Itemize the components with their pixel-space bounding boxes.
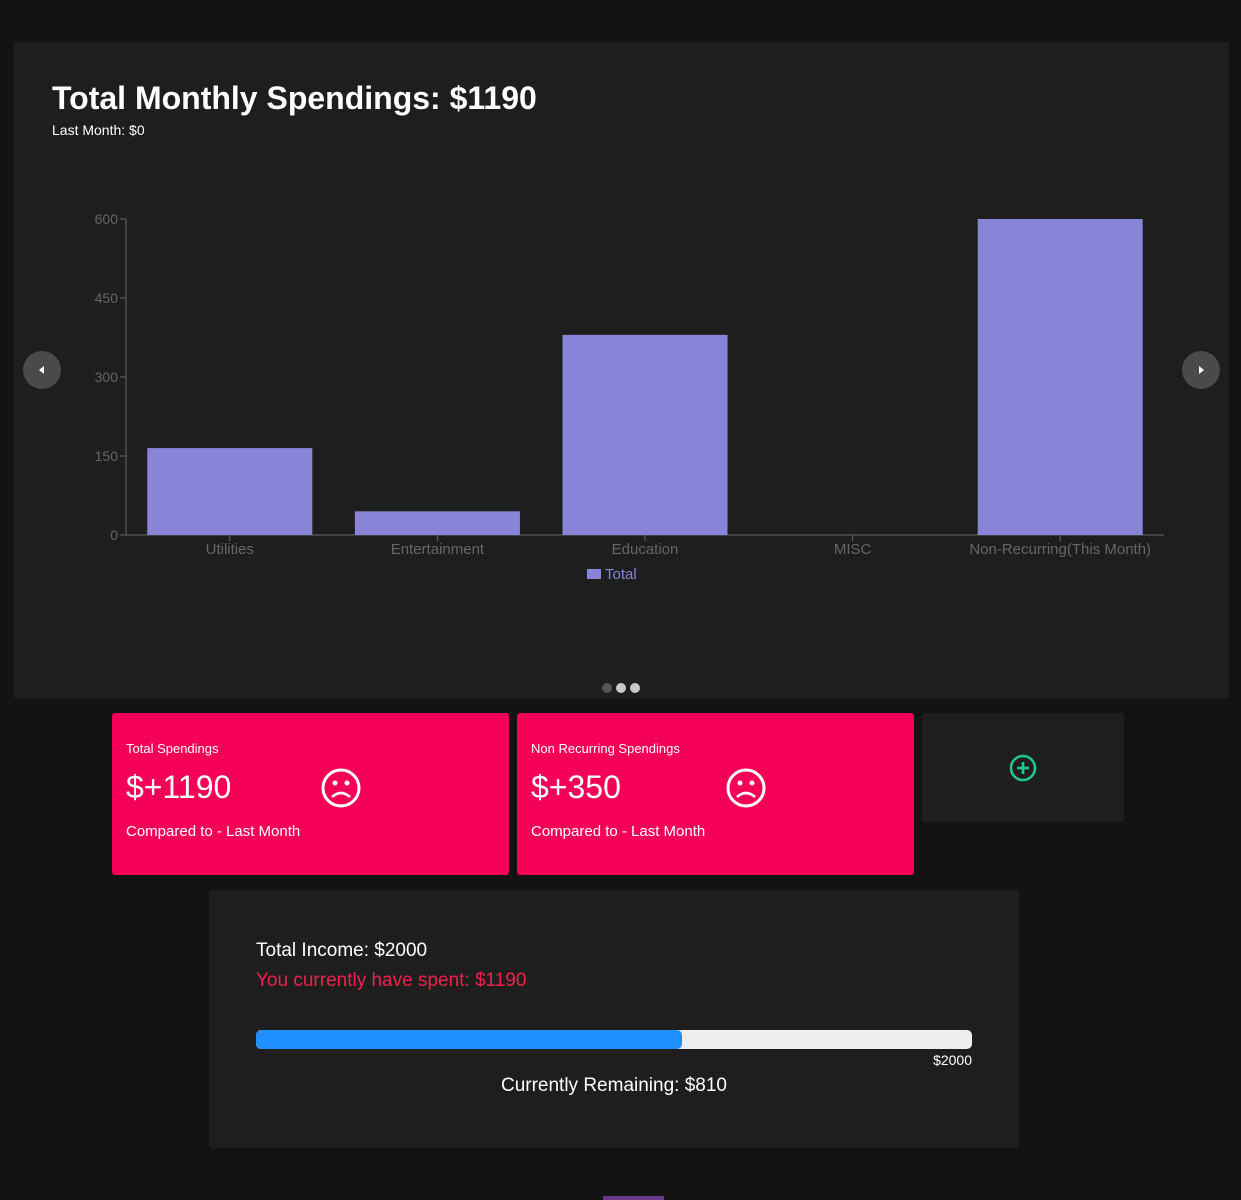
card-compare-text: Compared to - Last Month <box>126 823 301 840</box>
add-card-button[interactable] <box>922 713 1124 822</box>
chevron-right-icon <box>1199 366 1204 374</box>
spendings-bar-chart: 0 150 300 450 600 Utilities Entertainment Educa… <box>95 211 1164 583</box>
y-tick-label: 600 <box>95 211 119 227</box>
legend-label: Total <box>605 566 637 583</box>
carousel-prev-button[interactable] <box>23 351 61 389</box>
card-label: Non Recurring Spendings <box>531 741 680 756</box>
bar-utilities <box>147 448 313 535</box>
card-value: $+1190 <box>126 769 232 805</box>
sad-face-icon <box>321 768 361 808</box>
total-spendings-card: Total Spendings $+1190 Compared to - Las… <box>112 713 509 875</box>
carousel-dots <box>602 683 640 693</box>
x-tick-label: Non-Recurring(This Month) <box>969 541 1151 558</box>
carousel-next-button[interactable] <box>1182 351 1220 389</box>
spending-progress-bar <box>256 1030 972 1049</box>
card-label: Total Spendings <box>126 741 219 756</box>
y-tick-label: 150 <box>95 448 119 464</box>
x-tick-label: Entertainment <box>391 541 485 558</box>
y-tick-label: 0 <box>110 527 118 543</box>
chart-subtitle: Last Month: $0 <box>52 122 145 138</box>
carousel-dot-2[interactable] <box>616 683 626 693</box>
legend-swatch <box>587 569 601 579</box>
spendings-carousel: Total Monthly Spendings: $1190 Last Mont… <box>14 42 1229 698</box>
x-tick-label: Utilities <box>206 541 254 558</box>
spending-progress-fill <box>256 1030 683 1049</box>
income-panel: Total Income: $2000 You currently have s… <box>209 890 1019 1148</box>
bottom-tab-indicator <box>603 1196 664 1200</box>
x-tick-label: MISC <box>834 541 872 558</box>
y-tick-label: 300 <box>95 369 119 385</box>
total-income-text: Total Income: $2000 <box>256 940 428 961</box>
bar-education <box>562 334 728 535</box>
spent-text: You currently have spent: $1190 <box>256 970 527 991</box>
bar-entertainment <box>354 511 520 535</box>
carousel-dot-3[interactable] <box>630 683 640 693</box>
carousel-dot-1[interactable] <box>602 683 612 693</box>
remaining-text: Currently Remaining: $810 <box>500 1075 727 1096</box>
y-tick-label: 450 <box>95 290 119 306</box>
chevron-left-icon <box>39 366 44 374</box>
non-recurring-spendings-card: Non Recurring Spendings $+350 Compared t… <box>517 713 914 875</box>
add-circle-icon <box>1009 754 1037 781</box>
sad-face-icon <box>726 768 766 808</box>
bar-non-recurring-this-month <box>977 219 1143 535</box>
card-value: $+350 <box>531 769 621 805</box>
chart-title: Total Monthly Spendings: $1190 <box>52 80 537 116</box>
card-compare-text: Compared to - Last Month <box>531 823 706 840</box>
x-tick-label: Education <box>612 541 679 558</box>
progress-max-label: $2000 <box>933 1052 972 1068</box>
